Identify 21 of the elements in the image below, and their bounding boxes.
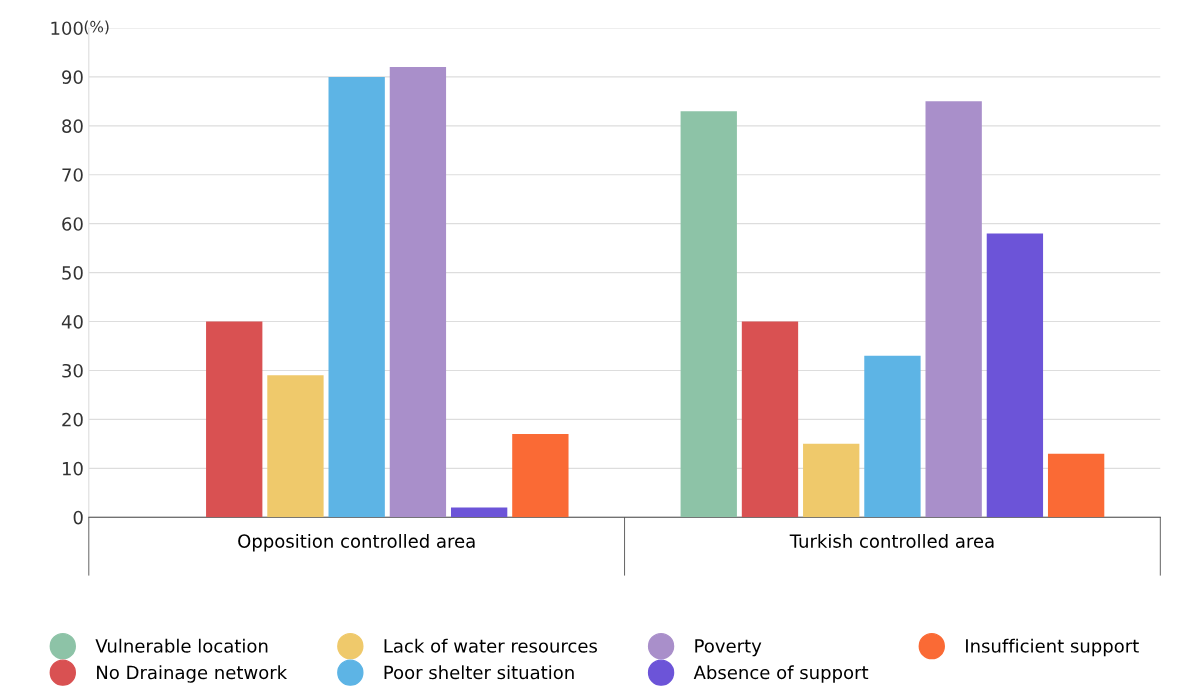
legend-label: No Drainage network [97,665,288,683]
y-tick-label: 40 [61,315,83,329]
y-tick-label: 80 [62,119,83,133]
legend-label: Lack of water resources [384,638,597,653]
y-tick-label: 60 [62,217,83,231]
y-tick-label: 90 [62,70,83,85]
y-tick-label: 10 [62,461,83,476]
y-tick-label: 30 [62,363,83,378]
y-tick-label: 20 [62,412,83,427]
y-tick-label: 50 [62,266,83,280]
x-tick-label: Opposition controlled area [238,533,475,552]
legend-label: Vulnerable location [95,638,268,653]
legend-label: Absence of support [693,665,869,683]
y-tick-label: 70 [62,168,83,182]
y-tick-label: 100 [51,21,83,36]
legend-label: Poverty [695,639,762,657]
x-tick-label: Turkish controlled area [789,533,994,548]
legend-label: Poor shelter situation [384,665,574,680]
y-axis-title: (%) [84,20,109,35]
legend-label: Insufficient support [966,638,1139,657]
y-tick-label: 0 [73,510,83,525]
